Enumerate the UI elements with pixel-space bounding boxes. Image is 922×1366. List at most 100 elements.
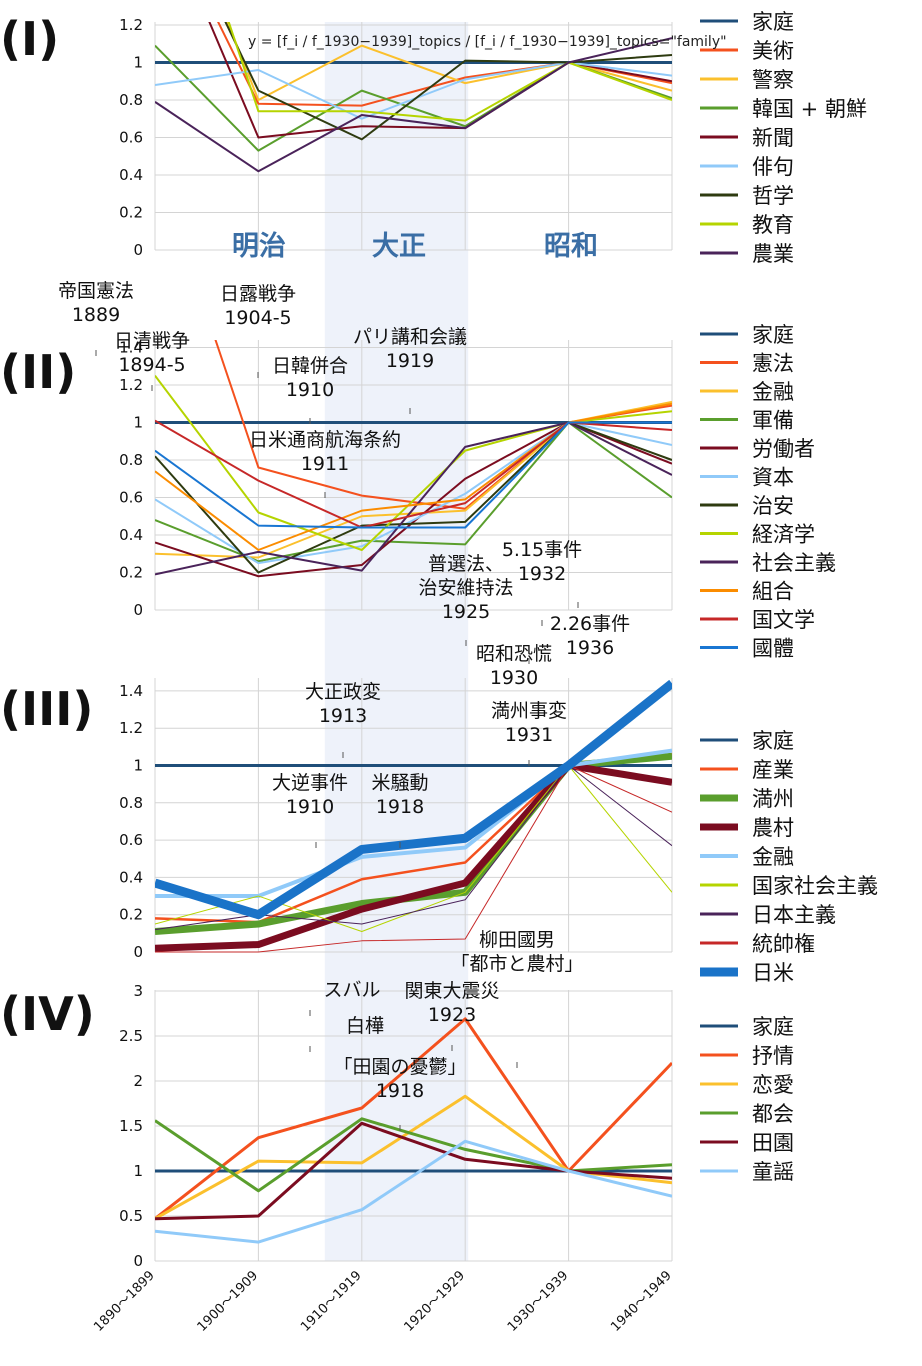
era-label: 明治 — [232, 231, 286, 262]
annotation-text: 1910 — [286, 796, 334, 818]
x-tick-label: 1900～1909 — [195, 1268, 262, 1335]
legend-label: 教育 — [752, 213, 794, 237]
series-group-0 — [155, 22, 672, 173]
annotation-text: 白樺 — [346, 1015, 384, 1037]
annotation-text: パリ講和会議 — [353, 326, 467, 348]
legend-label: 産業 — [752, 758, 794, 782]
x-tick-label: 1910～1919 — [298, 1268, 365, 1335]
y-tick-label: 0.2 — [119, 204, 143, 222]
y-tick-label: 0.5 — [119, 1207, 143, 1225]
annotation-text: 2.26事件 — [550, 613, 630, 635]
y-tick-label: 2.5 — [119, 1027, 143, 1045]
legend-label: 都会 — [752, 1102, 794, 1126]
annotation-text: 1910 — [286, 379, 334, 401]
legend-label: 日米 — [752, 961, 794, 985]
decade-shade-layer — [324, 22, 469, 1261]
annotation-text: 1904-5 — [224, 307, 291, 329]
series-line-都会 — [155, 1117, 672, 1193]
series-line-日米 — [155, 679, 672, 920]
annotation-text: 1931 — [505, 724, 553, 746]
era-label: 昭和 — [544, 231, 598, 262]
annotation-text: 1919 — [386, 350, 434, 372]
series-group-3 — [155, 1017, 672, 1244]
annotation-text: 日清戦争 — [114, 330, 190, 352]
annotation-text: スバル — [323, 979, 380, 1001]
y-tick-label: 1 — [133, 1162, 143, 1180]
series-line-農業 — [155, 37, 672, 173]
legend-label: 家庭 — [752, 1015, 794, 1039]
x-tick-label: 1930～1939 — [505, 1268, 572, 1335]
annotation-text: 普選法、 — [428, 553, 504, 575]
series-line-経済学 — [155, 375, 672, 551]
legend-label: 國體 — [752, 637, 794, 661]
series-line-童謡 — [155, 1139, 672, 1244]
x-tick-label: 1920～1929 — [401, 1268, 468, 1335]
legend-label: 家庭 — [752, 729, 794, 753]
series-group-1 — [155, 340, 672, 578]
y-tick-label: 0.2 — [119, 906, 143, 924]
series-line-金融 — [155, 748, 672, 899]
annotation-text: 帝国憲法 — [58, 280, 134, 302]
legend-label: 国家社会主義 — [752, 874, 878, 898]
annotation-text: 日米通商航海条約 — [249, 429, 401, 451]
x-tick-label: 1940～1949 — [608, 1268, 675, 1335]
y-tick-label: 0 — [133, 601, 143, 619]
legend-label: 農村 — [752, 816, 794, 840]
shade-band-1910-1929 — [324, 22, 469, 1261]
y-tick-label: 0.8 — [119, 794, 143, 812]
annotation-text: 昭和恐慌 — [476, 643, 552, 665]
legend-label: 組合 — [752, 580, 794, 604]
annotation-text: 1913 — [319, 705, 367, 727]
series-group-2 — [155, 679, 672, 953]
legend-label: 満州 — [752, 787, 794, 811]
formula-text: y = [f_i / f_1930−1939]_topics / [f_i / … — [248, 34, 727, 50]
annotation-text: 1894-5 — [118, 354, 185, 376]
y-tick-label: 1 — [133, 54, 143, 72]
y-tick-label: 0.4 — [119, 166, 143, 184]
annotation-text: 大正政変 — [305, 681, 381, 703]
series-line-哲学 — [224, 22, 672, 141]
y-tick-label: 1.2 — [119, 719, 143, 737]
annotation-text: 「都市と農村」 — [450, 953, 583, 975]
annotation-text: 治安維持法 — [418, 577, 513, 599]
y-tick-label: 0.8 — [119, 451, 143, 469]
y-tick-label: 0 — [133, 1252, 143, 1270]
annotation-text: 関東大震災 — [404, 980, 499, 1002]
annotation-text: 満州事変 — [491, 700, 567, 722]
annotation-text: 1932 — [518, 563, 566, 585]
annotation-text: 米騒動 — [371, 772, 428, 794]
annotation-text: 1918 — [376, 1080, 424, 1102]
y-tick-label: 1.4 — [119, 339, 143, 357]
legend-label: 俳句 — [752, 155, 794, 179]
annotation-text: 日韓併合 — [272, 355, 348, 377]
annotation-text: 1918 — [376, 796, 424, 818]
legend-label: 軍備 — [752, 409, 794, 433]
legend-label: 金融 — [752, 845, 794, 869]
legend-label: 金融 — [752, 380, 794, 404]
y-tick-label: 0 — [133, 241, 143, 259]
y-tick-label: 0.4 — [119, 868, 143, 886]
legend-label: 治安 — [752, 494, 794, 518]
legend-label: 経済学 — [752, 523, 815, 547]
series-line-統帥権 — [155, 765, 672, 953]
legend-label: 童謡 — [752, 1160, 794, 1184]
annotation-text: 1889 — [72, 304, 120, 326]
legend-label: 家庭 — [752, 323, 794, 347]
series-line-layer — [155, 22, 672, 1244]
annotation-text: 1925 — [442, 601, 490, 623]
series-line-田園 — [155, 1121, 672, 1221]
legend-label: 憲法 — [752, 352, 794, 376]
legend-label: 美術 — [752, 39, 794, 63]
y-tick-label: 1 — [133, 414, 143, 432]
annotation-text: 1936 — [566, 637, 614, 659]
annotation-text: 5.15事件 — [502, 539, 582, 561]
legend-label: 抒情 — [752, 1044, 794, 1068]
y-tick-label: 0.6 — [119, 831, 143, 849]
y-tick-label: 0.8 — [119, 91, 143, 109]
legend-label: 国文学 — [752, 608, 815, 632]
annotation-text: 1911 — [301, 453, 349, 475]
panel-label: (I) — [0, 12, 59, 66]
legend-label: 日本主義 — [752, 903, 836, 927]
series-line-抒情 — [155, 1017, 672, 1220]
